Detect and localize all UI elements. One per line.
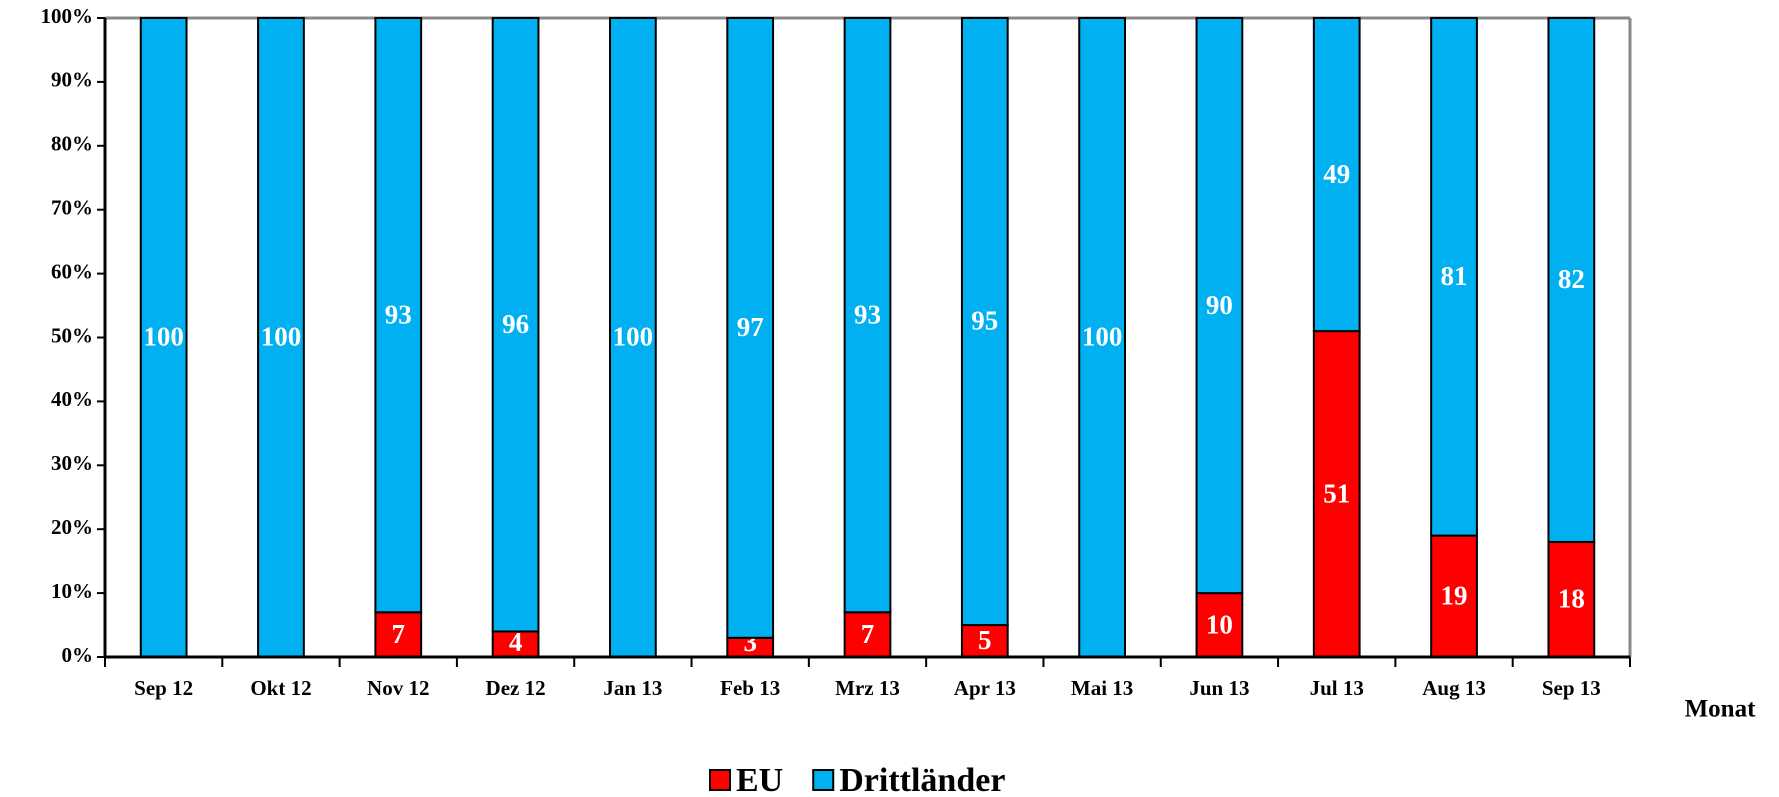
bar-segment <box>374 17 423 614</box>
bar-segment <box>1312 17 1361 333</box>
bar-segment <box>491 17 540 633</box>
bar-segment <box>139 17 188 658</box>
x-tick-label: Mrz 13 <box>835 676 900 700</box>
bar-segment <box>609 17 657 658</box>
x-tick-label: Mai 13 <box>1071 676 1133 700</box>
bar-segment <box>726 17 775 639</box>
data-label: 93 <box>385 299 412 329</box>
bar-segment <box>257 17 305 658</box>
y-tick-label: 90% <box>51 68 93 92</box>
x-tick-label: Jun 13 <box>1189 676 1249 700</box>
bar-segment <box>960 624 1009 658</box>
data-label: 51 <box>1323 478 1350 508</box>
data-label: 7 <box>392 619 406 649</box>
y-tick-label: 40% <box>51 387 93 411</box>
data-label: 95 <box>971 306 998 336</box>
data-label: 5 <box>978 625 992 655</box>
data-label: 97 <box>737 312 764 342</box>
data-label: 7 <box>861 619 875 649</box>
bar-segment <box>1430 17 1478 537</box>
bar-segment <box>843 611 892 659</box>
bar-segment <box>843 17 892 614</box>
legend-label: Drittländer <box>839 762 1005 797</box>
data-label: 93 <box>854 299 881 329</box>
data-label: 18 <box>1558 584 1585 614</box>
x-axis-label: Monat <box>1685 696 1757 723</box>
data-label: 81 <box>1441 261 1468 291</box>
data-label: 49 <box>1323 159 1350 189</box>
data-label: 4 <box>509 627 523 657</box>
legend-label: EU <box>736 762 783 797</box>
x-tick-label: Jul 13 <box>1310 676 1364 700</box>
data-label: 100 <box>613 322 654 352</box>
x-tick-label: Dez 12 <box>486 676 546 700</box>
y-tick-label: 30% <box>51 451 93 475</box>
y-tick-label: 50% <box>51 323 93 347</box>
x-tick-label: Apr 13 <box>954 676 1016 700</box>
x-tick-label: Okt 12 <box>250 676 311 700</box>
x-tick-label: Feb 13 <box>720 676 780 700</box>
data-label: 90 <box>1206 290 1233 320</box>
y-tick-label: 60% <box>51 259 93 283</box>
legend-swatch <box>812 769 835 791</box>
bar-segment <box>1078 17 1126 658</box>
data-label: 100 <box>261 322 302 352</box>
y-tick-label: 20% <box>51 515 93 539</box>
y-tick-label: 70% <box>51 196 93 220</box>
x-tick-label: Aug 13 <box>1422 676 1486 700</box>
x-tick-label: Sep 13 <box>1542 676 1601 700</box>
x-tick-label: Sep 12 <box>134 676 193 700</box>
bar-segment <box>374 611 423 659</box>
bar-segment <box>960 17 1009 627</box>
data-label: 100 <box>143 322 184 352</box>
data-label: 10 <box>1206 609 1233 639</box>
y-tick-label: 80% <box>51 132 93 156</box>
bar-segment <box>1547 17 1596 543</box>
legend-swatch <box>709 769 731 791</box>
bar-segment <box>491 630 540 659</box>
y-tick-label: 100% <box>41 4 94 28</box>
data-label: 100 <box>1082 322 1123 352</box>
bar-segment <box>1195 17 1244 595</box>
data-label: 82 <box>1558 264 1585 294</box>
x-tick-label: Nov 12 <box>367 676 429 700</box>
y-tick-label: 0% <box>62 643 94 667</box>
x-tick-label: Jan 13 <box>603 676 662 700</box>
data-label: 96 <box>502 309 529 339</box>
data-label: 19 <box>1441 580 1468 610</box>
y-tick-label: 10% <box>51 579 93 603</box>
